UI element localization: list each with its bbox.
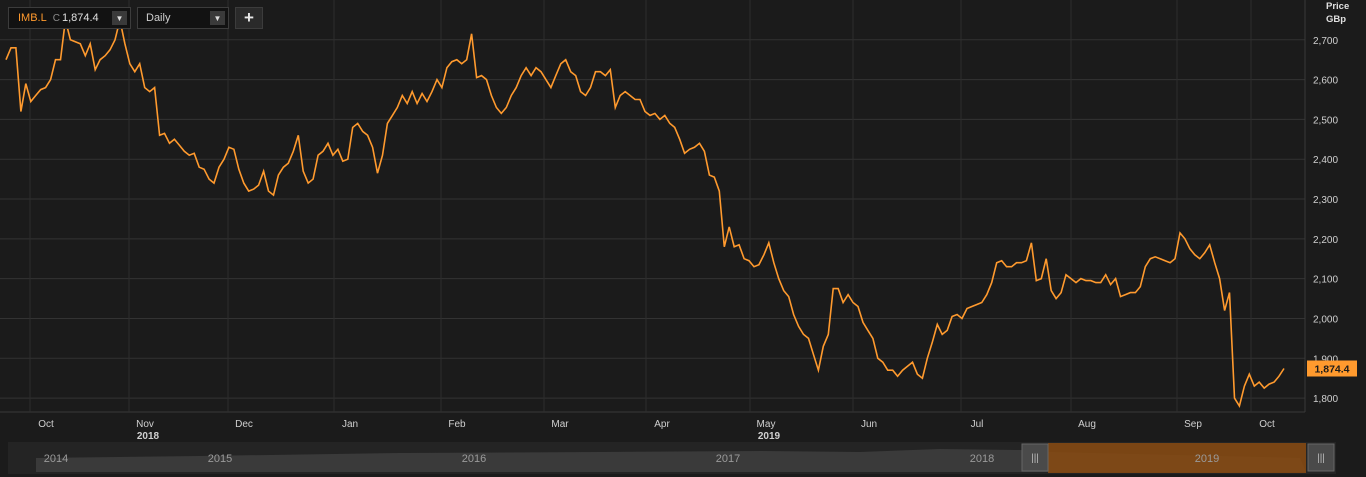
y-tick-label: 2,100 [1313,275,1338,286]
navigator-left-handle[interactable] [1021,443,1049,472]
x-tick-year-label: 2019 [758,431,781,442]
grid-lines [0,0,1306,413]
chevron-down-icon[interactable]: ▼ [210,11,225,25]
y-tick-label: 2,300 [1313,195,1338,206]
price-series-line [5,19,1285,409]
navigator-year-label: 2015 [208,453,232,465]
period-selector[interactable]: Daily ▼ [137,7,229,29]
navigator-year-label: 2018 [970,453,994,465]
add-indicator-button[interactable]: + [235,7,263,29]
y-tick-label: 1,900 [1313,354,1338,365]
symbol-ticker: IMB.L [18,12,47,24]
navigator-selected-range[interactable] [1048,443,1306,473]
navigator-year-label: 2014 [44,453,68,465]
x-tick-label: Jan [342,419,358,430]
y-tick-label: 2,700 [1313,36,1338,47]
navigator-history-area [36,449,1306,472]
last-value-badge [1307,360,1357,377]
y-tick-label: 2,200 [1313,235,1338,246]
x-tick-label: Oct [1259,419,1275,430]
x-tick-label: Nov [136,419,154,430]
x-tick-year-label: 2018 [137,431,160,442]
close-prefix: C [52,12,60,24]
x-tick-label: Apr [654,419,670,430]
close-value: 1,874.4 [61,12,99,24]
symbol-selector[interactable]: IMB.L C 1,874.4 ▼ [8,7,131,29]
grip-icon: ||| [1031,453,1039,464]
x-tick-label: Dec [235,419,253,430]
unit-line-currency: GBp [1326,14,1347,25]
x-tick-label: Aug [1078,419,1096,430]
price-axis-unit: Price GBp [1326,0,1354,26]
navigator-year-label: 2017 [716,453,740,465]
date-range-navigator[interactable]: ||| ||| 2014 2015 2016 2017 2018 2019 [8,442,1336,474]
y-tick-label: 2,500 [1313,115,1338,126]
navigator-year-label: 2016 [462,453,486,465]
last-value-label: 1,874.4 [1314,364,1349,376]
x-tick-label: Oct [38,419,54,430]
navigator-year-labels: 2014 2015 2016 2017 2018 2019 [44,453,1219,465]
x-tick-label: May [757,419,776,430]
y-axis: 1,800 1,900 2,000 2,100 2,200 2,300 2,400 2,500… [1313,36,1338,405]
navigator-right-handle[interactable] [1307,443,1335,472]
x-tick-label: Jun [861,419,877,430]
x-tick-label: Feb [448,419,466,430]
x-tick-label: Jul [971,419,984,430]
period-label: Daily [146,12,171,24]
navigator-year-label: 2019 [1195,453,1219,465]
y-tick-label: 1,800 [1313,394,1338,405]
last-value-marker: 1,874.4 [1307,360,1357,377]
chart-toolbar: IMB.L C 1,874.4 ▼ Daily ▼ + [8,7,263,31]
y-tick-label: 2,000 [1313,314,1338,325]
x-tick-label: Sep [1184,419,1202,430]
y-tick-label: 2,400 [1313,155,1338,166]
unit-line-price: Price [1326,1,1350,12]
chevron-down-icon[interactable]: ▼ [112,11,127,25]
grip-icon: ||| [1317,453,1325,464]
x-tick-label: Mar [551,419,569,430]
y-tick-label: 2,600 [1313,76,1338,87]
